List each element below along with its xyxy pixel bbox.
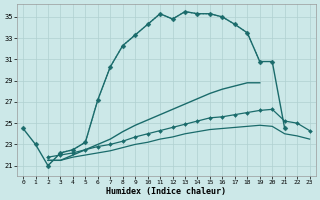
- X-axis label: Humidex (Indice chaleur): Humidex (Indice chaleur): [106, 187, 226, 196]
